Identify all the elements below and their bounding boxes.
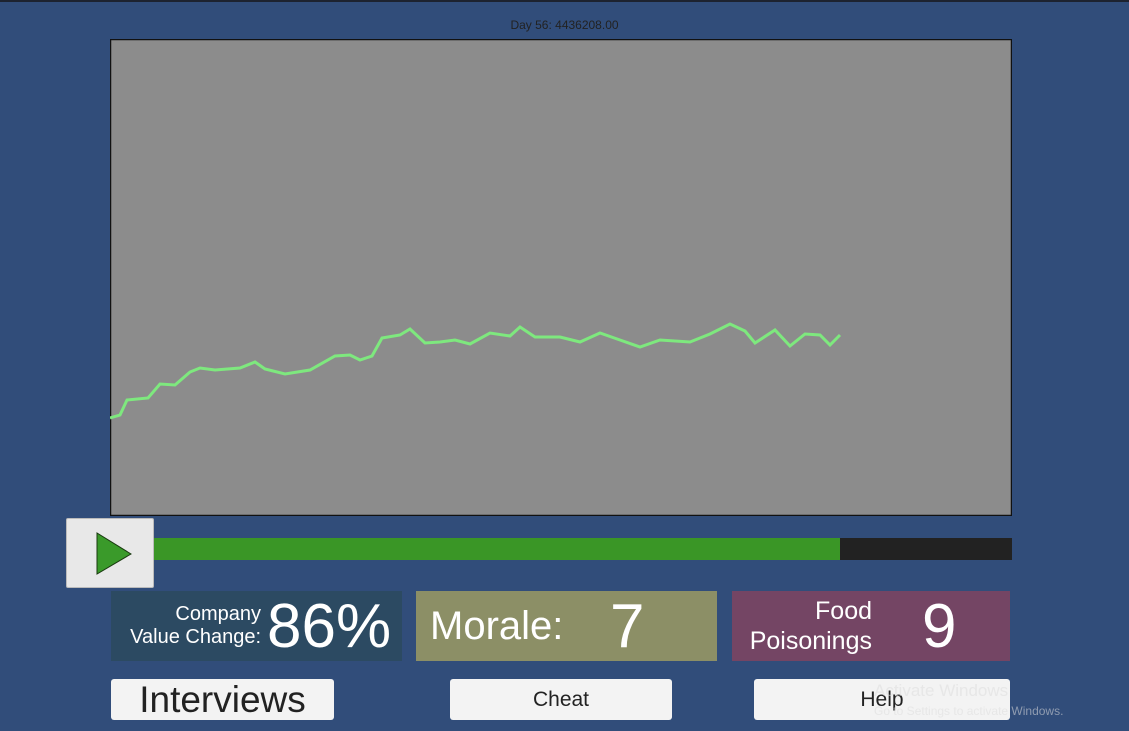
- food-panel: Food Poisonings 9: [732, 591, 1010, 661]
- play-button[interactable]: [66, 518, 154, 588]
- progress-track: [154, 538, 1012, 560]
- watermark-subtitle: Go to Settings to activate Windows.: [874, 704, 1064, 718]
- day-title: Day 56: 4436208.00: [510, 18, 619, 32]
- value-line: [110, 322, 842, 420]
- stat-value: 9: [922, 591, 957, 661]
- top-border: [0, 0, 1129, 2]
- graph: [110, 39, 1012, 516]
- progress-fill: [154, 538, 840, 560]
- company-panel: Company Value Change: 86%: [111, 591, 402, 661]
- help-button[interactable]: Help: [754, 679, 1010, 720]
- stat-label: Company: [175, 603, 261, 625]
- stat-label: Morale:: [430, 603, 564, 648]
- play-icon: [96, 532, 132, 575]
- stat-value: 86%: [267, 591, 392, 661]
- interviews-button[interactable]: Interviews: [111, 679, 334, 720]
- morale-panel: Morale: 7: [416, 591, 717, 661]
- watermark-title: Activate Windows: [874, 681, 1009, 700]
- graph-area: [110, 39, 1012, 516]
- stat-value: 7: [610, 591, 645, 661]
- cheat-button[interactable]: Cheat: [450, 679, 672, 720]
- stat-label: Value Change:: [130, 626, 261, 648]
- stat-label: Food: [815, 597, 872, 625]
- stat-label: Poisonings: [749, 627, 872, 655]
